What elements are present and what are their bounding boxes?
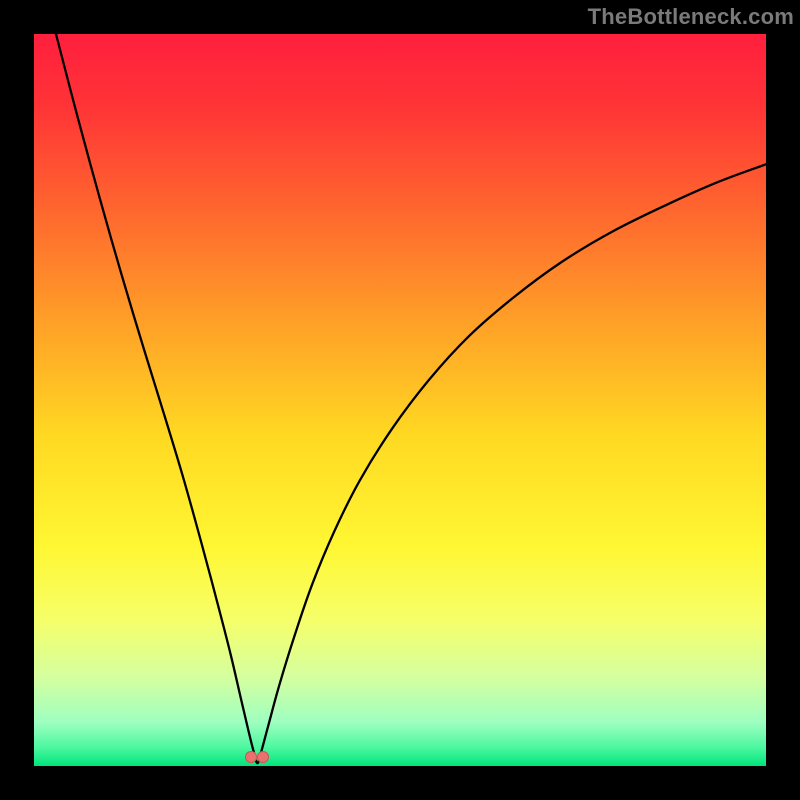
- plot-area: [34, 34, 766, 766]
- watermark-text: TheBottleneck.com: [588, 4, 794, 30]
- bottleneck-marker-0: [245, 751, 257, 763]
- bottleneck-curve: [34, 34, 766, 766]
- chart-frame: TheBottleneck.com: [0, 0, 800, 800]
- curve-path: [56, 34, 766, 763]
- bottleneck-marker-1: [257, 751, 269, 763]
